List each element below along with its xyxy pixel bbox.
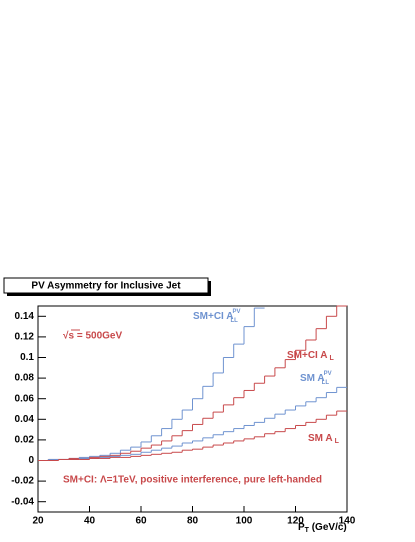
x-tick-label: 120 xyxy=(287,516,304,527)
series-sub: LL xyxy=(230,318,238,324)
y-tick-label: 0.08 xyxy=(15,373,35,384)
series-label: SM+CI APV LL xyxy=(193,309,240,324)
x-tick-label: 20 xyxy=(32,516,44,527)
x-tick-label: 60 xyxy=(135,516,147,527)
y-tick-label: -0.04 xyxy=(11,496,34,507)
series-sup: PV xyxy=(324,371,332,377)
series-name: SM+CI A xyxy=(193,311,233,322)
x-tick-label: 100 xyxy=(236,516,253,527)
series-sub: L xyxy=(329,355,334,362)
annotation: SM+CI: Λ=1TeV, positive interference, pu… xyxy=(63,475,322,486)
y-tick-label: 0.04 xyxy=(15,414,35,425)
x-label-part: P xyxy=(298,522,305,533)
x-label-part: T xyxy=(305,527,310,534)
series-name: SM A xyxy=(300,373,325,384)
y-tick-label: 0.1 xyxy=(20,352,34,363)
x-tick-label: 140 xyxy=(339,516,356,527)
y-tick-label: 0.02 xyxy=(15,435,35,446)
series-sup: PV xyxy=(232,309,240,315)
y-tick-label: -0.02 xyxy=(11,476,34,487)
chart-title: PV Asymmetry for Inclusive Jet xyxy=(31,281,181,292)
series-name: SM+CI A xyxy=(287,350,327,361)
x-tick-label: 40 xyxy=(84,516,96,527)
y-tick-label: 0 xyxy=(28,455,34,466)
x-label-part: (GeV/c) xyxy=(309,522,347,533)
annotation: √s = 500GeV xyxy=(63,331,122,342)
series-name: SM A xyxy=(308,433,333,444)
series-sub: LL xyxy=(322,380,330,386)
series-label: SM APV LL xyxy=(300,371,332,386)
x-axis-label: PT (GeV/c) xyxy=(298,522,347,534)
title-box xyxy=(3,277,209,294)
y-tick-label: 0.14 xyxy=(15,311,35,322)
series-sub: L xyxy=(335,438,340,445)
y-tick-label: 0.06 xyxy=(15,393,35,404)
y-tick-label: 0.12 xyxy=(15,332,35,343)
x-tick-label: 80 xyxy=(187,516,199,527)
